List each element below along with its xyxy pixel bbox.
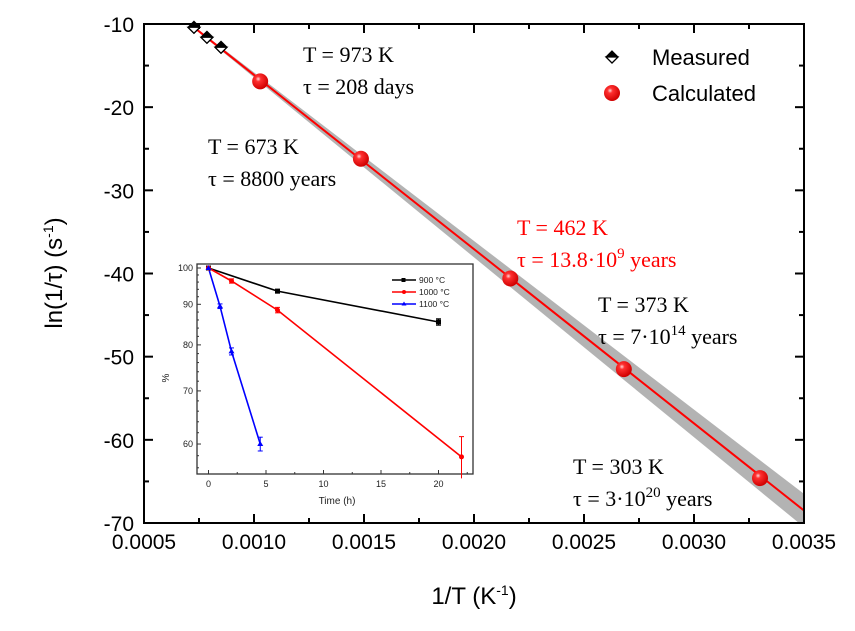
measured-point: [199, 30, 215, 45]
inset-legend-label: 1000 °C: [419, 287, 450, 297]
inset-legend-item: 1000 °C: [392, 287, 450, 297]
x-tick-label: 0.0030: [662, 531, 726, 554]
y-tick-label: -10: [104, 14, 134, 37]
inset-frame: [196, 263, 474, 475]
annotation-temperature: T = 973 K: [303, 42, 394, 67]
inset-y-tick-label: 80: [183, 340, 193, 350]
annotation-temperature: T = 462 K: [517, 215, 608, 240]
fit-line: [193, 26, 804, 512]
confidence-band-layer: [193, 26, 804, 523]
legend-item-measured: Measured: [604, 45, 750, 70]
x-tick-label: 0.0015: [332, 531, 396, 554]
annotations: T = 973 K τ = 208 days T = 673 K τ = 8800 y…: [208, 42, 738, 511]
legend: Measured Calculated: [604, 45, 756, 106]
y-tick-label: -60: [104, 430, 134, 453]
inset-x-tick-label: 0: [206, 479, 211, 489]
inset-x-tick-label: 20: [433, 479, 443, 489]
calculated-point: [615, 361, 632, 378]
confidence-band: [193, 26, 804, 523]
inset-y-tick-label: 100: [178, 263, 193, 273]
inset-point: [436, 319, 441, 325]
fit-line-layer: [193, 26, 804, 512]
legend-label-calculated: Calculated: [652, 81, 756, 106]
x-tick-label: 0.0010: [222, 531, 286, 554]
inset-point: [275, 307, 280, 313]
annotation-temperature: T = 673 K: [208, 134, 299, 159]
inset-point: [228, 348, 235, 354]
x-tick-label: 0.0025: [552, 531, 616, 554]
x-axis-title: 1/T (K-1): [431, 582, 516, 610]
calculated-point: [352, 150, 369, 167]
calculated-point: [502, 270, 519, 287]
annotation-temperature: T = 373 K: [598, 292, 689, 317]
measured-point: [213, 40, 229, 55]
inset-legend-label: 900 °C: [419, 275, 445, 285]
measured-diamond-icon: [604, 50, 620, 64]
inset-x-tick-label: 10: [318, 479, 328, 489]
annotation-lifetime: τ = 208 days: [303, 74, 414, 99]
annotation: T = 673 K τ = 8800 years: [208, 134, 336, 191]
inset-point: [275, 288, 280, 294]
y-tick-label: -70: [104, 513, 134, 536]
inset-point: [217, 303, 223, 309]
annotation: T = 303 K τ = 3·1020 years: [573, 454, 713, 511]
inset-legend-label: 1100 °C: [419, 299, 449, 309]
annotation-lifetime: τ = 3·1020 years: [573, 485, 713, 511]
inset-axis-ticks: 0 5 10 15 20 60 70 80 90 100: [178, 263, 468, 489]
inset-x-tick-label: 5: [263, 479, 268, 489]
annotation-lifetime: τ = 8800 years: [208, 166, 336, 191]
annotation: T = 973 K τ = 208 days: [303, 42, 414, 99]
inset-errorbar-layer: [205, 265, 464, 479]
x-tick-label: 0.0035: [772, 531, 836, 554]
y-tick-label: -30: [104, 180, 134, 203]
inset-legend-item: 900 °C: [392, 275, 445, 285]
x-axis-ticks: 0.0005 0.0010 0.0015 0.0020 0.0025 0.0030 0.00…: [112, 24, 836, 554]
inset-y-tick-label: 90: [183, 299, 193, 309]
data-points-layer: [186, 20, 768, 487]
annotation-lifetime: τ = 13.8·109 years: [517, 246, 677, 272]
calculated-point: [252, 73, 269, 90]
inset-series-line: [207, 267, 262, 445]
inset-y-axis-title: %: [161, 373, 172, 382]
legend-item-calculated: Calculated: [604, 81, 756, 106]
inset-chart: 0 5 10 15 20 60 70 80 90 100 Time (h) % 900 °C 100…: [161, 263, 474, 507]
inset-point: [459, 454, 464, 460]
inset-legend-item: 1100 °C: [392, 299, 449, 309]
inset-point: [205, 265, 212, 270]
y-tick-label: -50: [104, 347, 134, 370]
annotation-lifetime: τ = 7·1014 years: [598, 323, 738, 349]
inset-point: [257, 441, 264, 447]
inset-point: [229, 278, 234, 284]
annotation: T = 462 K τ = 13.8·109 years: [517, 215, 677, 272]
y-axis-title: ln(1/τ) (s-1): [40, 217, 68, 328]
measured-point: [186, 20, 202, 35]
x-tick-label: 0.0005: [112, 531, 176, 554]
inset-legend: 900 °C 1000 °C 1100 °C: [392, 275, 450, 309]
inset-y-tick-label: 70: [183, 386, 193, 396]
inset-x-tick-label: 15: [376, 479, 386, 489]
y-tick-label: -20: [104, 97, 134, 120]
y-tick-label: -40: [104, 264, 134, 287]
x-tick-label: 0.0020: [442, 531, 506, 554]
inset-x-axis-title: Time (h): [319, 496, 356, 507]
y-axis-ticks: -70 -60 -50 -40 -30 -20 -10: [104, 14, 804, 536]
calculated-point: [752, 470, 768, 487]
annotation-temperature: T = 303 K: [573, 454, 664, 479]
calculated-sphere-icon: [604, 85, 620, 101]
inset-y-tick-label: 60: [183, 439, 193, 449]
inset-series-line: [208, 267, 462, 458]
legend-label-measured: Measured: [652, 45, 750, 70]
annotation: T = 373 K τ = 7·1014 years: [598, 292, 738, 349]
